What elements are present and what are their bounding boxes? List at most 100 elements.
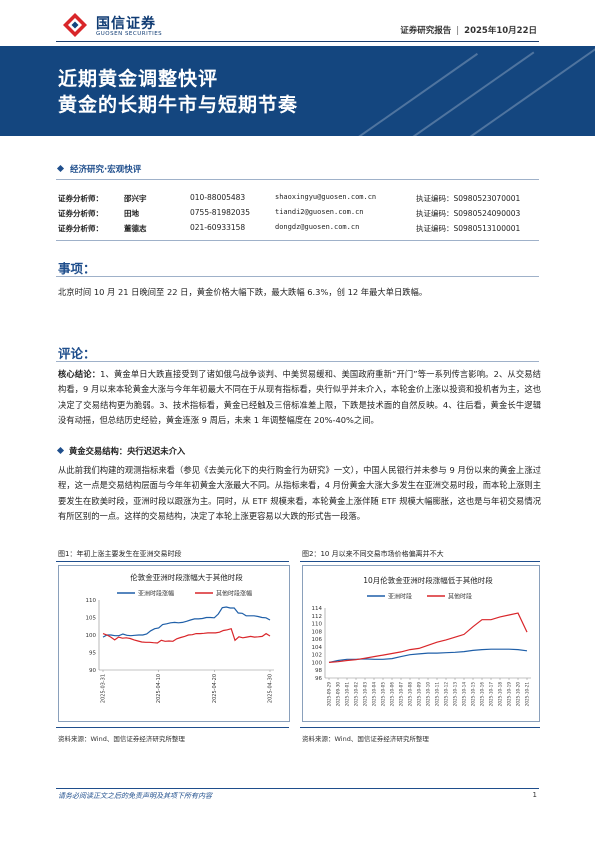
analyst-row: 证券分析师： 田地 0755-81982035 tiandi2@guosen.com.… (58, 208, 538, 222)
comment-divider (56, 361, 539, 362)
x-tick-label: 2025-04-20 (212, 674, 218, 703)
analyst-row: 证券分析师： 邵兴宇 010-88005483 shaoxingyu@guosen.c… (58, 193, 538, 207)
core-conclusion-text: 1、黄金单日大跌直接受到了诸如俄乌战争谈判、中美贸易缓和、美国政府重新“开门”等… (58, 369, 541, 426)
header-divider (56, 41, 539, 42)
analyst-email[interactable]: tiandi2@guosen.com.cn (275, 208, 364, 216)
chart-title: 伦敦金亚洲时段涨幅大于其他时段 (130, 572, 243, 582)
y-tick-label: 106 (312, 637, 323, 643)
x-tick-label: 2025-10-20 (516, 682, 521, 707)
diamond-icon (56, 164, 65, 173)
meta-separator: | (456, 26, 460, 36)
x-tick-label: 2025-03-31 (101, 674, 107, 703)
analyst-role: 证券分析师： (58, 224, 103, 233)
legend-label: 亚洲时段涨幅 (138, 590, 174, 598)
analyst-name: 董德志 (124, 224, 147, 233)
brand-name-cn: 国信证券 (96, 16, 156, 32)
title-banner (0, 46, 595, 136)
x-tick-label: 2025-10-09 (417, 682, 422, 707)
report-title-line1: 近期黄金调整快评 (58, 68, 219, 90)
footer-divider (56, 788, 539, 789)
analyst-divider (56, 240, 539, 241)
y-tick-label: 102 (312, 653, 323, 659)
x-tick-label: 2025-10-13 (453, 682, 458, 707)
y-tick-label: 100 (312, 660, 323, 666)
chart-title: 10月伦敦金亚洲时段涨幅低于其他时段 (363, 575, 493, 585)
analyst-role: 证券分析师： (58, 194, 103, 203)
category-divider (56, 179, 539, 180)
figure2-caption: 图2：10 月以来不同交易市场价格偏离并不大 (302, 550, 444, 558)
y-tick-label: 96 (315, 676, 322, 682)
subsection-title: 黄金交易结构：央行迟迟未介入 (69, 446, 186, 456)
legend-label: 亚洲时段 (388, 593, 412, 601)
series-line (102, 627, 271, 644)
analyst-cert-id: 执证编码：S0980513100001 (416, 224, 521, 233)
x-tick-label: 2025-10-18 (498, 682, 503, 707)
report-title-line2: 黄金的长期牛市与短期节奏 (58, 94, 299, 116)
figure2-source: 资料来源：Wind、国信证券经济研究所整理 (302, 735, 429, 743)
series-line (328, 648, 528, 663)
y-tick-label: 110 (312, 622, 323, 628)
analyst-name: 邵兴宇 (124, 194, 147, 203)
x-tick-label: 2025-10-17 (489, 682, 494, 707)
y-tick-label: 112 (312, 614, 323, 620)
y-tick-label: 105 (86, 616, 97, 622)
x-tick-label: 2025-10-04 (372, 682, 377, 707)
figure2-bottom-rule (300, 727, 540, 728)
x-tick-label: 2025-10-06 (390, 682, 395, 707)
x-tick-label: 2025-10-03 (363, 682, 368, 707)
guosen-logo-icon (63, 13, 87, 37)
x-tick-label: 2025-10-05 (381, 682, 386, 707)
figure2-chart-frame: 10月伦敦金亚洲时段涨幅低于其他时段亚洲时段 其他时段 96 98 100 102 104 1… (302, 565, 540, 722)
x-tick-label: 2025-09-29 (327, 682, 332, 707)
x-tick-label: 2025-04-10 (156, 674, 162, 703)
x-tick-label: 2025-10-21 (525, 682, 530, 707)
x-tick-label: 2025-10-16 (480, 682, 485, 707)
analyst-email[interactable]: shaoxingyu@guosen.com.cn (275, 193, 377, 201)
x-tick-label: 2025-10-15 (471, 682, 476, 707)
core-conclusion-lead: 核心结论： (58, 369, 101, 379)
figure2-rule (300, 561, 540, 562)
figure1-bottom-rule (56, 727, 289, 728)
event-divider (56, 276, 539, 277)
category-label: 经济研究·宏观快评 (70, 165, 142, 175)
core-conclusion: 核心结论：1、黄金单日大跌直接受到了诸如俄乌战争谈判、中美贸易缓和、美国政府重新… (58, 367, 541, 429)
legend-label: 其他时段 (448, 593, 472, 601)
banner-decor-stripe (369, 51, 535, 136)
event-text: 北京时间 10 月 21 日晚间至 22 日，黄金价格大幅下跌，最大跌幅 6.3… (58, 287, 428, 297)
figure1-caption: 图1：年初上涨主要发生在亚洲交易时段 (58, 550, 182, 558)
banner-decor-stripe (419, 46, 595, 136)
figure1-source: 资料来源：Wind、国信证券经济研究所整理 (58, 735, 185, 743)
analyst-phone: 0755-81982035 (190, 208, 250, 217)
y-tick-label: 90 (89, 668, 96, 674)
x-tick-label: 2025-10-11 (435, 682, 440, 707)
y-tick-label: 104 (312, 645, 323, 651)
event-heading: 事项： (58, 261, 96, 276)
y-tick-label: 98 (315, 668, 322, 674)
analyst-phone: 010-88005483 (190, 193, 246, 202)
series-line (102, 606, 271, 638)
x-tick-label: 2025-09-30 (336, 682, 341, 707)
y-tick-label: 114 (312, 606, 323, 612)
analyst-email[interactable]: dongdz@guosen.com.cn (275, 223, 360, 231)
y-tick-label: 95 (89, 651, 96, 657)
x-tick-label: 2025-10-07 (399, 682, 404, 707)
comment-heading: 评论： (58, 346, 96, 361)
analyst-cert-id: 执证编码：S0980523070001 (416, 194, 521, 203)
analyst-row: 证券分析师： 董德志 021-60933158 dongdz@guosen.com.c… (58, 223, 538, 237)
diamond-icon (56, 446, 65, 455)
report-title: 近期黄金调整快评 黄金的长期牛市与短期节奏 (58, 66, 298, 118)
y-tick-label: 110 (86, 598, 97, 604)
report-type: 证券研究报告 (400, 26, 452, 36)
x-tick-label: 2025-10-12 (444, 682, 449, 707)
y-tick-label: 108 (312, 629, 323, 635)
analyst-name: 田地 (124, 209, 139, 218)
y-tick-label: 100 (86, 633, 97, 639)
x-tick-label: 2025-04-30 (268, 674, 274, 703)
report-category: 经济研究·宏观快评 (56, 163, 142, 175)
legend-label: 其他时段涨幅 (216, 590, 252, 598)
x-tick-label: 2025-10-14 (462, 682, 467, 707)
report-meta: 证券研究报告 | 2025年10月22日 (400, 24, 537, 36)
analyst-phone: 021-60933158 (190, 223, 246, 232)
